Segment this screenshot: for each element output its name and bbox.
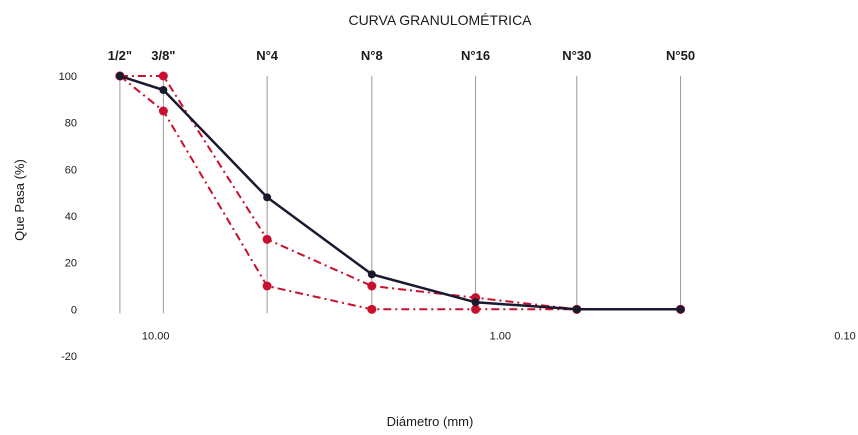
x-tick-label: 0.10 <box>834 330 855 342</box>
sieve-label: 3/8" <box>151 48 175 63</box>
sieve-label: N°4 <box>256 48 279 63</box>
data-point <box>367 270 376 279</box>
y-axis-label: Que Pasa (%) <box>12 159 27 241</box>
series-layer <box>115 71 686 314</box>
y-tick-label: 80 <box>65 118 77 130</box>
y-tick-label: 20 <box>65 258 77 270</box>
data-point <box>158 106 168 116</box>
series-line <box>119 75 681 311</box>
sieve-label: N°50 <box>666 48 695 63</box>
x-tick-labels: 10.00 1.00 0.10 <box>142 330 856 342</box>
chart-title: CURVA GRANULOMÉTRICA <box>348 12 532 28</box>
data-point <box>572 305 581 314</box>
sieve-label: N°8 <box>361 48 383 63</box>
data-point <box>367 281 377 291</box>
series-line <box>119 74 681 311</box>
series-upper-limit <box>115 71 686 314</box>
y-tick-label: 0 <box>71 304 77 316</box>
data-point <box>262 281 272 291</box>
sieve-label: N°16 <box>461 48 490 63</box>
series-line <box>119 75 681 311</box>
sieve-label: 1/2" <box>108 48 132 63</box>
data-point <box>471 298 480 307</box>
data-point <box>115 72 124 80</box>
x-tick-label: 10.00 <box>142 330 170 342</box>
y-tick-labels: 100 80 60 40 20 0 -20 <box>59 71 77 363</box>
series-lower-limit <box>115 71 686 314</box>
y-tick-label: 40 <box>65 211 77 223</box>
y-tick-label: -20 <box>61 351 77 363</box>
data-point <box>367 304 377 314</box>
series-sample <box>115 72 685 314</box>
x-axis-label: Diámetro (mm) <box>387 414 474 429</box>
x-tick-label: 1.00 <box>490 330 511 342</box>
data-point <box>158 71 168 81</box>
sieve-lines: 1/2" 3/8" N°4 N°8 N°16 N°30 N°50 <box>108 48 695 314</box>
data-point <box>263 193 272 202</box>
data-point <box>159 86 168 94</box>
data-point <box>471 304 481 314</box>
data-point <box>676 305 685 314</box>
sieve-label: N°30 <box>562 48 591 63</box>
y-tick-label: 100 <box>59 71 77 83</box>
data-point <box>262 234 272 244</box>
y-tick-label: 60 <box>65 164 77 176</box>
